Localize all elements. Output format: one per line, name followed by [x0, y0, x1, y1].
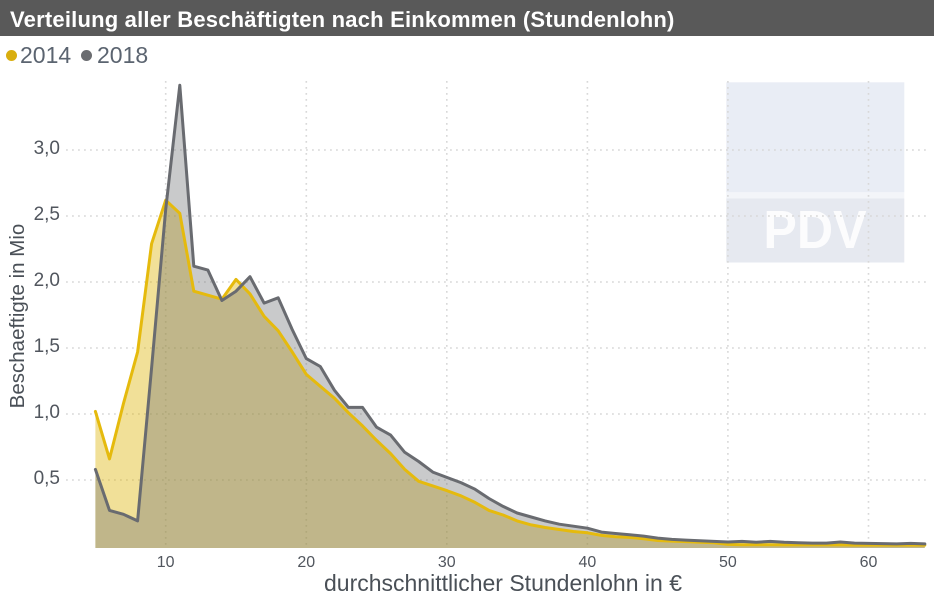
svg-text:PDV: PDV	[763, 200, 866, 260]
